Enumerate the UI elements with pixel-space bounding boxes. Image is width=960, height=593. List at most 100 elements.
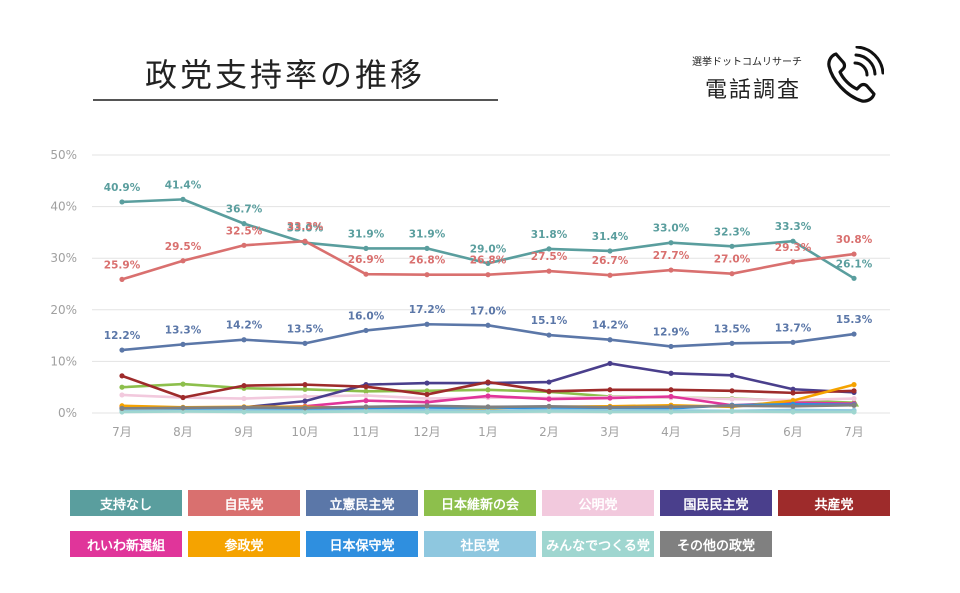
data-point [851,331,857,337]
data-label: 29.0% [470,243,507,255]
data-point [241,404,247,410]
data-point [363,384,369,390]
data-label: 12.9% [653,326,690,338]
data-point [607,248,613,254]
data-label: 36.7% [226,204,263,216]
data-point [546,332,552,338]
data-point [729,243,735,249]
data-label: 31.4% [592,231,629,243]
data-point [790,259,796,265]
data-point [668,409,674,415]
data-point [363,398,369,404]
data-point [729,388,735,394]
data-point [363,327,369,334]
data-point [424,399,430,405]
data-label: 30.8% [836,234,873,246]
data-label: 29.3% [775,242,812,254]
data-point [485,272,491,278]
data-point [546,379,552,385]
data-point [424,409,430,415]
data-point [363,408,369,415]
x-tick-label: 9月 [234,425,254,439]
x-tick-label: 8月 [173,425,193,439]
data-point [546,246,552,252]
data-point [485,379,491,385]
data-point [546,408,552,415]
x-tick-label: 2月 [539,425,559,439]
x-tick-label: 10月 [291,425,318,439]
data-point [424,245,430,251]
data-label: 17.0% [470,305,507,317]
data-point [241,409,247,415]
data-point [485,260,491,266]
data-label: 27.0% [714,254,751,266]
x-tick-label: 11月 [352,425,379,439]
data-point [851,409,857,415]
x-tick-label: 7月 [844,425,864,439]
data-label: 33.0% [653,223,690,235]
data-point [790,339,796,345]
data-label: 33.3% [775,221,812,233]
data-point [668,343,674,350]
x-tick-label: 3月 [600,425,620,439]
data-point [729,340,735,346]
data-point [424,403,430,409]
y-tick-label: 50% [50,148,77,162]
data-point [729,403,735,409]
data-label: 33.3% [287,221,324,233]
data-point [241,221,247,227]
source-subtitle: 選挙ドットコムリサーチ [692,57,802,68]
x-tick-label: 5月 [722,425,742,439]
data-point [485,409,491,415]
y-tick-label: 20% [50,303,77,317]
legend-item: れいわ新選組 [70,531,182,557]
data-point [119,384,125,390]
data-label: 41.4% [165,179,202,191]
y-tick-label: 0% [58,406,77,420]
legend-item: 公明党 [542,490,654,516]
data-point [729,396,735,402]
data-point [241,383,247,389]
data-label: 16.0% [348,310,385,322]
data-point [607,387,613,393]
legend-item: 社民党 [424,531,536,557]
data-label: 14.2% [226,320,263,332]
data-label: 40.9% [104,182,141,194]
data-label: 31.8% [531,229,568,241]
data-label: 32.3% [714,226,751,238]
data-point [668,404,674,410]
legend-item: 立憲民主党 [306,490,418,516]
data-point [363,392,369,399]
data-point [546,403,552,409]
data-point [851,275,857,281]
legend-item: 自民党 [188,490,300,516]
data-point [485,387,491,393]
line-chart: 0% 10% 20% 30% 40% 50% 7月 8月 9月 10月 11月 12月 1月 2月 3月 4月… [50,148,890,439]
x-tick-label: 7月 [112,425,132,439]
data-label: 13.3% [165,324,202,336]
data-point [424,391,430,398]
data-label: 31.9% [409,228,446,240]
data-point [790,386,796,392]
data-point [851,395,857,402]
legend-item: 共産党 [778,490,890,516]
data-point [241,242,247,248]
data-point [180,196,186,202]
data-point [668,370,674,376]
data-point [790,398,796,404]
x-tick-label: 12月 [413,425,440,439]
data-point [668,387,674,393]
title-underline [93,99,498,101]
data-label: 12.2% [104,330,141,342]
y-tick-label: 10% [50,354,77,368]
data-point [302,405,308,411]
data-point [851,382,857,388]
data-point [607,337,613,343]
data-point [729,408,735,415]
data-point [851,402,857,408]
data-point [485,404,491,410]
data-label: 26.8% [470,255,507,267]
data-point [424,321,430,327]
data-point [363,388,369,394]
